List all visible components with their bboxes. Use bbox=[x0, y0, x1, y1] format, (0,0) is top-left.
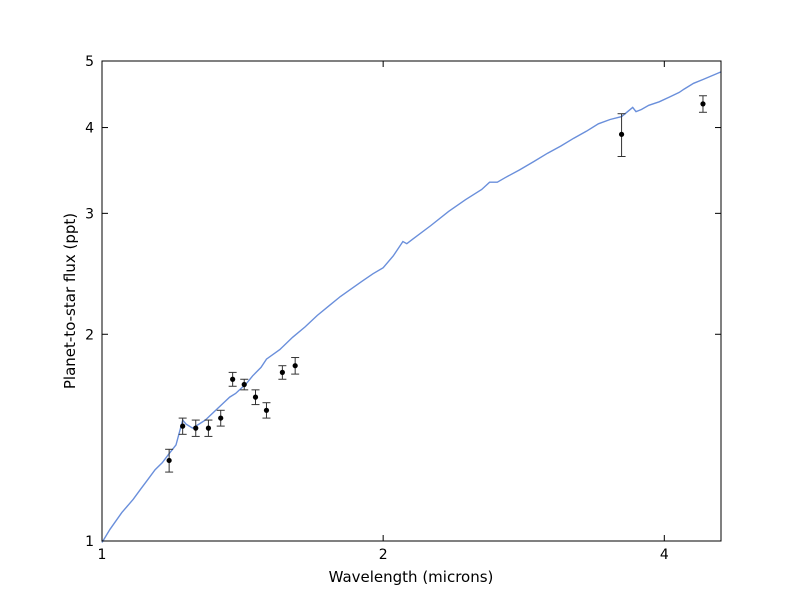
y-tick-label: 5 bbox=[85, 54, 94, 70]
y-tick-label: 1 bbox=[85, 534, 94, 550]
data-point bbox=[166, 457, 172, 464]
model-curve-layer bbox=[101, 71, 722, 543]
data-point bbox=[205, 425, 212, 431]
y-axis-label: Planet-to-star flux (ppt) bbox=[61, 213, 79, 389]
data-point bbox=[230, 376, 236, 382]
data-point bbox=[218, 415, 224, 421]
data-point bbox=[279, 369, 285, 376]
x-tick-label: 1 bbox=[98, 547, 107, 563]
data-point bbox=[292, 363, 298, 369]
plot-background bbox=[102, 61, 721, 541]
y-tick-label: 3 bbox=[85, 206, 94, 222]
y-tick-label: 2 bbox=[85, 327, 94, 343]
x-tick-label: 4 bbox=[660, 547, 669, 563]
model-curve bbox=[101, 71, 722, 543]
data-point bbox=[180, 423, 186, 429]
data-point bbox=[263, 407, 270, 413]
x-axis: 1 2 4 bbox=[98, 61, 669, 563]
data-point bbox=[618, 131, 625, 137]
y-axis: 1 2 3 4 5 bbox=[85, 54, 721, 550]
x-axis-label: Wavelength (microns) bbox=[329, 568, 494, 586]
data-point bbox=[241, 381, 247, 388]
data-point bbox=[700, 101, 706, 107]
data-points-layer bbox=[165, 95, 707, 473]
x-tick-label: 2 bbox=[379, 547, 388, 563]
y-tick-label: 4 bbox=[85, 121, 94, 137]
data-point bbox=[193, 425, 199, 431]
plot-frame bbox=[101, 60, 722, 542]
data-point bbox=[252, 394, 259, 400]
